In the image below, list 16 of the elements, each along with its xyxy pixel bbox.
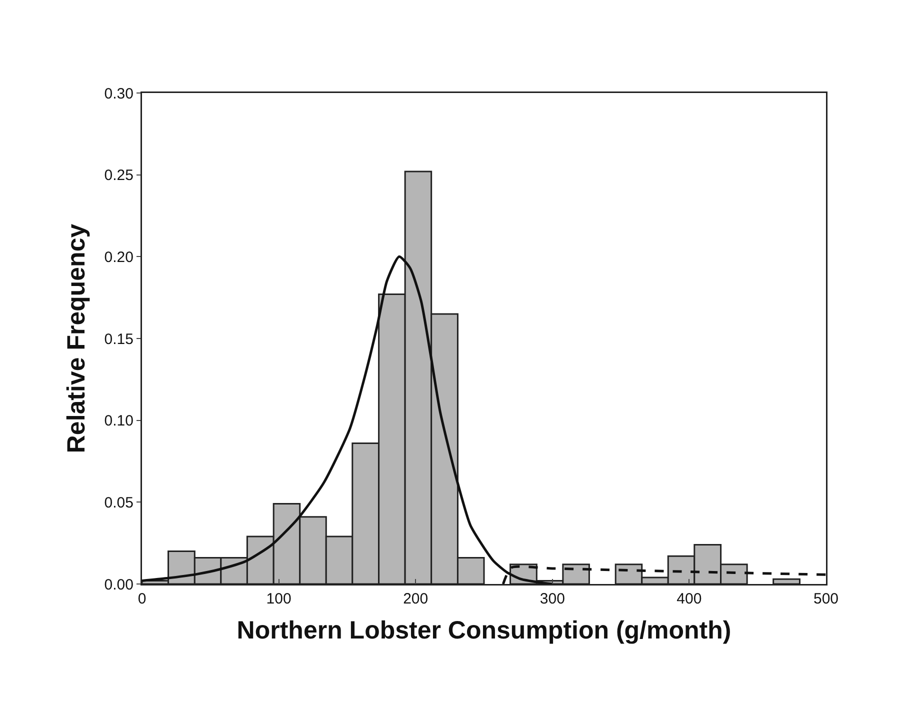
y-tick-label: 0.25 bbox=[104, 167, 134, 184]
y-tick-label: 0.30 bbox=[104, 85, 134, 102]
x-tick-label: 100 bbox=[266, 590, 292, 608]
x-tick-label: 400 bbox=[676, 590, 702, 608]
y-axis-title: Relative Frequency bbox=[62, 224, 90, 454]
x-tick-label: 0 bbox=[138, 590, 146, 608]
x-tick-label: 500 bbox=[813, 590, 839, 608]
x-axis-title: Northern Lobster Consumption (g/month) bbox=[236, 616, 732, 644]
y-tick-label: 0.15 bbox=[104, 330, 134, 348]
y-tick-label: 0.00 bbox=[104, 576, 134, 594]
line-series bbox=[502, 565, 826, 584]
y-tick-label: 0.20 bbox=[104, 248, 134, 266]
y-tick-label: 0.10 bbox=[104, 412, 134, 430]
x-tick-label: 200 bbox=[403, 590, 428, 608]
y-tick-label: 0.05 bbox=[104, 494, 134, 512]
x-tick-label: 300 bbox=[540, 590, 565, 608]
